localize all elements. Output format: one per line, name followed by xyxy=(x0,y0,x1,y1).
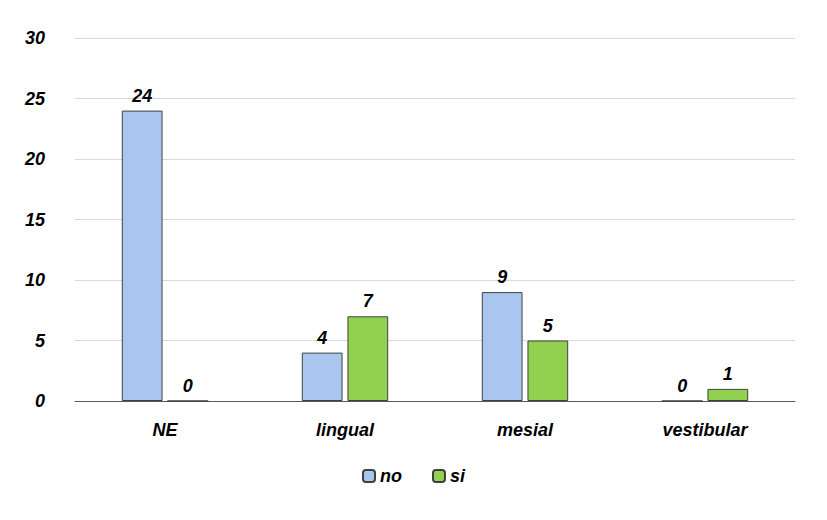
svg-text:vestibular: vestibular xyxy=(662,420,748,440)
svg-text:0: 0 xyxy=(183,376,193,396)
svg-text:0: 0 xyxy=(677,376,687,396)
svg-text:NE: NE xyxy=(152,420,178,440)
svg-text:no: no xyxy=(380,466,402,486)
svg-text:si: si xyxy=(450,466,466,486)
svg-text:30: 30 xyxy=(25,28,45,48)
svg-text:4: 4 xyxy=(316,328,327,348)
svg-text:9: 9 xyxy=(497,267,507,287)
svg-text:5: 5 xyxy=(35,331,46,351)
svg-text:25: 25 xyxy=(24,89,46,109)
svg-text:7: 7 xyxy=(363,291,374,311)
svg-text:10: 10 xyxy=(25,270,45,290)
svg-text:20: 20 xyxy=(24,149,45,169)
svg-text:mesial: mesial xyxy=(497,420,554,440)
svg-text:24: 24 xyxy=(131,86,152,106)
svg-text:15: 15 xyxy=(25,210,46,230)
svg-text:5: 5 xyxy=(543,316,554,336)
svg-text:0: 0 xyxy=(35,391,45,411)
svg-text:lingual: lingual xyxy=(316,420,375,440)
svg-text:1: 1 xyxy=(723,364,733,384)
